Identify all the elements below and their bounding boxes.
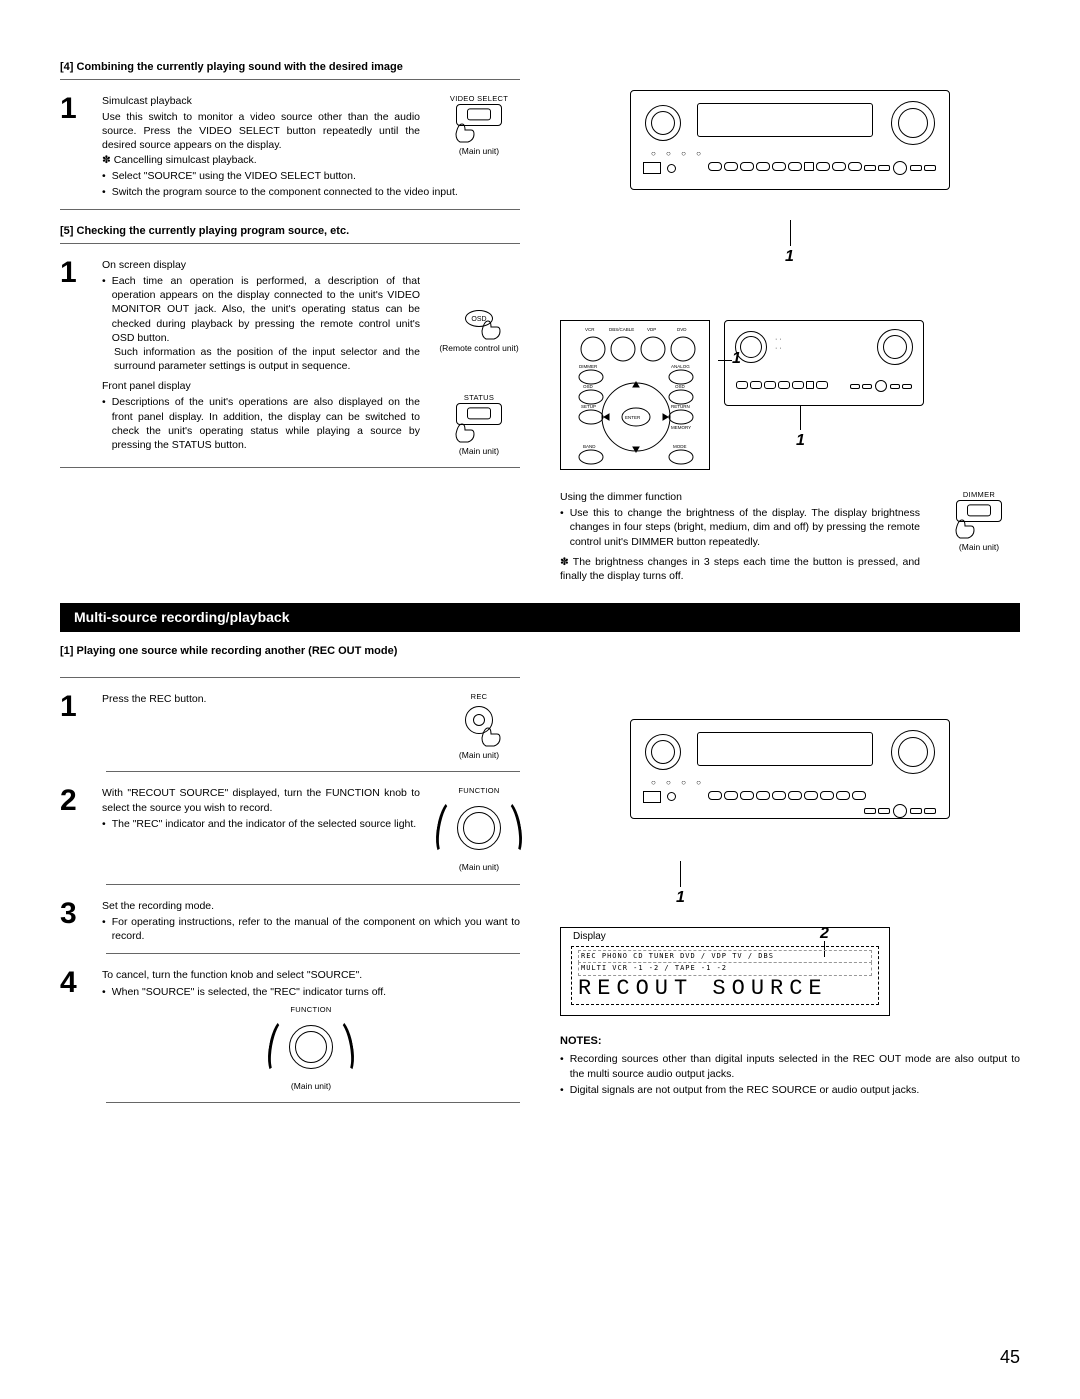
m3-text: Set the recording mode. xyxy=(102,899,520,913)
status-caption: (Main unit) xyxy=(438,446,520,457)
dimmer-figure: DIMMER (Main unit) xyxy=(938,490,1020,554)
svg-text:BAND: BAND xyxy=(583,444,596,449)
svg-text:VDP: VDP xyxy=(647,327,656,332)
osd-bullet1: Each time an operation is performed, a d… xyxy=(102,274,420,345)
svg-text:OSD: OSD xyxy=(583,384,594,389)
front-panel-illustration: ○ ○ ○ ○ xyxy=(630,90,950,190)
section4-header: [4] Combining the currently playing soun… xyxy=(60,60,520,80)
m4-bullet: When "SOURCE" is selected, the "REC" ind… xyxy=(102,985,520,999)
display-label: Display xyxy=(573,930,606,944)
videoselect-label: VIDEO SELECT xyxy=(438,94,520,104)
function-knob-figure: FUNCTION (Main unit) xyxy=(438,786,520,874)
m3-bullet: For operating instructions, refer to the… xyxy=(102,915,520,943)
dimmer-caption: (Main unit) xyxy=(938,542,1020,553)
function-label: FUNCTION xyxy=(438,786,520,796)
s4-step1-cancel: ✽ Cancelling simulcast playback. xyxy=(102,153,420,167)
m-step2: 2 With "RECOUT SOURCE" displayed, turn t… xyxy=(60,786,520,874)
s4-step1-body: Use this switch to monitor a video sourc… xyxy=(102,110,420,153)
dimmer-block: Using the dimmer function Use this to ch… xyxy=(560,490,1020,583)
rec-figure: REC (Main unit) xyxy=(438,692,520,762)
svg-text:ENTER: ENTER xyxy=(625,415,641,420)
m2-num: 2 xyxy=(60,786,88,874)
hand-icon xyxy=(464,327,494,341)
hand-icon xyxy=(938,526,984,540)
s4-step1-number: 1 xyxy=(60,94,88,199)
svg-text:VCR: VCR xyxy=(585,327,595,332)
function-caption2: (Main unit) xyxy=(102,1081,520,1092)
section5-header: [5] Checking the currently playing progr… xyxy=(60,224,520,244)
divider xyxy=(60,467,520,468)
display-indicator-row2: MULTI VCR -1 -2 / TAPE -1 -2 xyxy=(578,962,872,975)
osd-caption: (Remote control unit) xyxy=(438,343,520,354)
status-label: STATUS xyxy=(438,393,520,403)
m4-num: 4 xyxy=(60,968,88,1092)
divider xyxy=(60,209,520,210)
function-caption: (Main unit) xyxy=(438,862,520,873)
multisource-heading: Multi-source recording/playback xyxy=(60,603,1020,632)
hand-icon xyxy=(464,734,494,748)
svg-text:RETURN: RETURN xyxy=(671,404,690,409)
m-step4: 4 To cancel, turn the function knob and … xyxy=(60,968,520,1092)
display-segment-text: RECOUT SOURCE xyxy=(578,978,872,1000)
svg-text:SETUP: SETUP xyxy=(581,404,596,409)
m4-text: To cancel, turn the function knob and se… xyxy=(102,968,520,982)
svg-text:MODE: MODE xyxy=(673,444,687,449)
svg-text:DIMMER: DIMMER xyxy=(579,364,598,369)
m-step1: 1 Press the REC button. REC (Main unit) xyxy=(60,692,520,762)
svg-text:DVD: DVD xyxy=(677,327,687,332)
callout-panel-1: 1 xyxy=(796,430,805,452)
rec-caption: (Main unit) xyxy=(438,750,520,761)
hand-icon xyxy=(438,130,484,144)
videoselect-caption: (Main unit) xyxy=(438,146,520,157)
dimmer-bullet1: Use this to change the brightness of the… xyxy=(560,506,920,549)
note2: Digital signals are not output from the … xyxy=(560,1083,1020,1097)
knob-icon xyxy=(271,1015,351,1079)
s4-videoselect-figure: VIDEO SELECT (Main unit) xyxy=(438,94,520,158)
svg-text:MEMORY: MEMORY xyxy=(671,425,691,430)
status-figure: STATUS (Main unit) xyxy=(438,379,520,457)
callout-remote-1: 1 xyxy=(732,348,741,370)
callout-1b: 1 xyxy=(676,887,685,909)
svg-text:DBS/CABLE: DBS/CABLE xyxy=(609,327,634,332)
svg-text:OSD: OSD xyxy=(675,384,686,389)
callout-1: 1 xyxy=(785,246,794,268)
s4-step1: 1 Simulcast playback Use this switch to … xyxy=(60,94,520,199)
front-panel-illustration-2: ○ ○ ○ ○ xyxy=(630,719,950,819)
hand-icon xyxy=(438,430,484,444)
s5-step1-number: 1 xyxy=(60,258,88,457)
page-number: 45 xyxy=(1000,1345,1020,1369)
s5-step1: 1 On screen display Each time an operati… xyxy=(60,258,520,457)
display-box: Display REC PHONO CD TUNER DVD / VDP TV … xyxy=(560,927,890,1016)
dimmer-title: Using the dimmer function xyxy=(560,490,920,504)
dimmer-bullet2: ✽ The brightness changes in 3 steps each… xyxy=(560,555,920,583)
osd-p2: Such information as the position of the … xyxy=(114,345,420,373)
m2-text: With "RECOUT SOURCE" displayed, turn the… xyxy=(102,786,420,814)
function-label2: FUNCTION xyxy=(102,1005,520,1015)
s4-bullet2: Switch the program source to the compone… xyxy=(102,185,520,199)
knob-icon xyxy=(439,796,519,860)
rec-label: REC xyxy=(438,692,520,702)
display-indicator-row1: REC PHONO CD TUNER DVD / VDP TV / DBS xyxy=(578,950,872,963)
remote-illustration: VCR DBS/CABLE VDP DVD DIMMER ANALOG OSD … xyxy=(560,320,710,470)
m1-num: 1 xyxy=(60,692,88,762)
multi-sub1: [1] Playing one source while recording a… xyxy=(60,644,1020,663)
note1: Recording sources other than digital inp… xyxy=(560,1052,1020,1080)
m-step3: 3 Set the recording mode. For operating … xyxy=(60,899,520,944)
front-panel-small: · ·· · xyxy=(724,320,924,406)
m1-text: Press the REC button. xyxy=(102,692,420,706)
m3-num: 3 xyxy=(60,899,88,944)
s4-step1-title: Simulcast playback xyxy=(102,94,420,108)
osd-title: On screen display xyxy=(102,258,420,272)
notes-heading: NOTES: xyxy=(560,1034,1020,1049)
m2-bullet: The "REC" indicator and the indicator of… xyxy=(102,817,420,831)
s4-bullet1: Select "SOURCE" using the VIDEO SELECT b… xyxy=(102,169,520,183)
frontpanel-title: Front panel display xyxy=(102,379,420,393)
frontpanel-bullet: Descriptions of the unit's operations ar… xyxy=(102,395,420,452)
svg-text:ANALOG: ANALOG xyxy=(671,364,690,369)
osd-figure: OSD (Remote control unit) xyxy=(438,258,520,354)
dimmer-label: DIMMER xyxy=(938,490,1020,500)
